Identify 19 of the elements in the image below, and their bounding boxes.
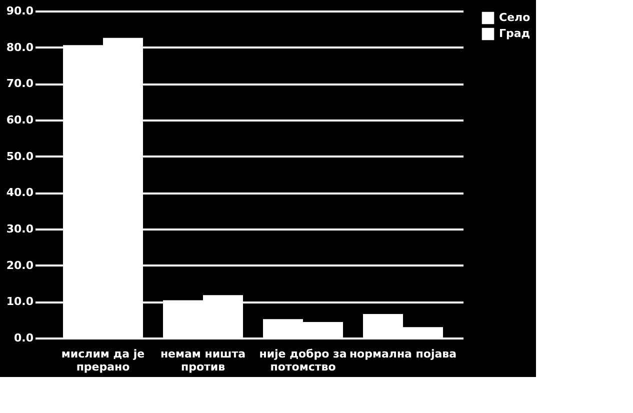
category-label: мислим да је [61,348,145,360]
legend-label: Село [499,11,531,24]
y-tick-label: 30.0 [6,222,34,236]
category-label: против [180,360,226,374]
y-tick-label: 80.0 [6,40,34,54]
y-tick-label: 60.0 [6,114,34,126]
legend-label: Град [499,27,530,40]
category-label: потомство [270,360,336,374]
y-tick-label: 0.0 [14,332,34,344]
y-tick-label: 90.0 [6,4,34,18]
category-label: нормална појава [349,348,457,360]
category-label: немам ништа [160,348,246,360]
y-tick-label: 10.0 [6,295,34,308]
y-tick-label: 50.0 [6,150,34,163]
category-label: прерано [76,360,130,374]
category-label: није добро за [259,348,347,360]
y-tick-label: 20.0 [6,258,34,272]
y-tick-label: 40.0 [6,186,34,200]
y-tick-label: 70.0 [6,77,34,90]
